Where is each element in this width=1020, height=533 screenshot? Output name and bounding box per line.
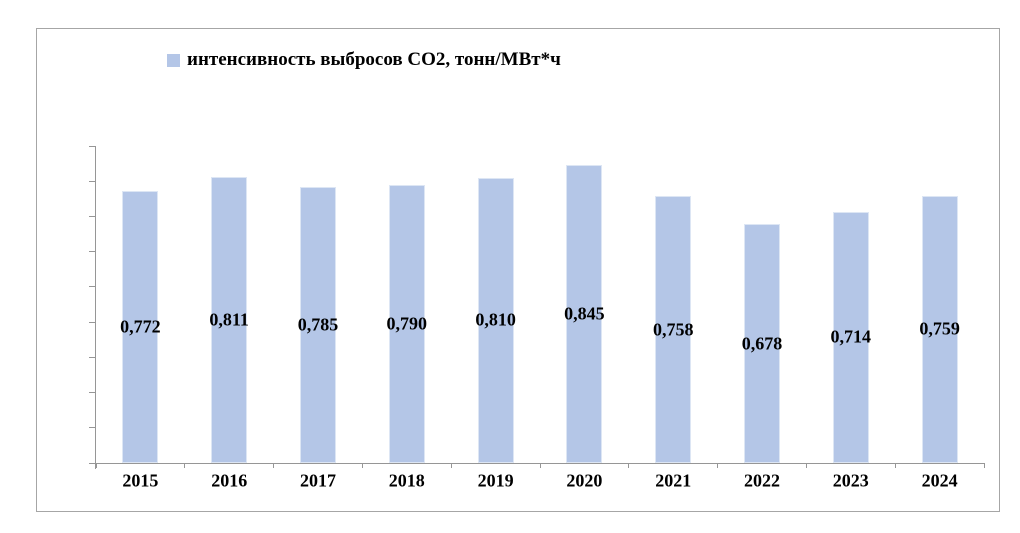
bar-value-label: 0,790: [386, 313, 428, 334]
x-tick: [273, 463, 275, 468]
bar-value-label: 0,810: [475, 309, 516, 330]
x-tick: [628, 463, 630, 468]
x-axis: [90, 463, 984, 464]
bar: [388, 184, 425, 463]
x-tick-label: 2017: [300, 470, 336, 491]
bar: [655, 196, 692, 463]
x-tick: [539, 463, 541, 468]
x-tick: [894, 463, 896, 468]
bar-value-label: 0,678: [741, 333, 783, 354]
x-tick: [95, 463, 97, 468]
x-tick-label: 2020: [566, 470, 603, 491]
bar: [300, 186, 336, 463]
bar-value-label: 0,845: [564, 303, 605, 324]
x-tick: [361, 463, 363, 468]
y-tick: [89, 215, 95, 217]
legend-label: интенсивность выбросов CO2, тонн/МВт*ч: [187, 49, 561, 70]
y-tick: [89, 427, 95, 429]
x-tick-label: 2018: [388, 470, 425, 491]
x-tick-label: 2019: [477, 470, 514, 491]
plot-area: 0,772 2015 0,811 2016 0,785 2017 0,790 2018 0,81…: [89, 145, 985, 491]
bar-value-label: 0,714: [830, 326, 872, 347]
bar: [477, 177, 514, 463]
bar: [744, 224, 780, 463]
y-tick: [89, 462, 95, 464]
y-tick: [89, 251, 95, 253]
bar-value-label: 0,758: [652, 319, 694, 339]
y-tick: [89, 180, 95, 182]
x-tick: [717, 463, 719, 468]
y-tick: [89, 145, 95, 147]
y-axis: [95, 146, 96, 469]
x-tick: [184, 463, 186, 468]
bar-value-label: 0,772: [120, 316, 161, 337]
x-tick: [983, 463, 985, 468]
bar: [211, 177, 248, 463]
x-tick-label: 2022: [744, 470, 780, 491]
bar: [832, 211, 869, 463]
y-tick: [89, 286, 95, 288]
bar-value-label: 0,759: [919, 318, 960, 339]
chart-frame: интенсивность выбросов CO2, тонн/МВт*ч 0…: [36, 28, 1000, 512]
x-tick-label: 2023: [832, 470, 869, 491]
x-tick: [450, 463, 452, 468]
bar: [921, 195, 958, 463]
bar: [566, 165, 603, 463]
bar-value-label: 0,785: [297, 314, 339, 335]
x-tick-label: 2024: [921, 470, 958, 491]
bar: [122, 191, 159, 463]
y-tick: [89, 321, 95, 323]
y-tick: [89, 392, 95, 394]
x-tick-label: 2021: [655, 470, 692, 491]
bar-value-label: 0,811: [209, 309, 249, 330]
legend: интенсивность выбросов CO2, тонн/МВт*ч: [167, 49, 561, 71]
x-tick-label: 2015: [122, 470, 159, 491]
x-tick: [805, 463, 807, 468]
y-tick: [89, 356, 95, 358]
x-tick-label: 2016: [211, 470, 248, 491]
legend-swatch-icon: [167, 53, 180, 67]
